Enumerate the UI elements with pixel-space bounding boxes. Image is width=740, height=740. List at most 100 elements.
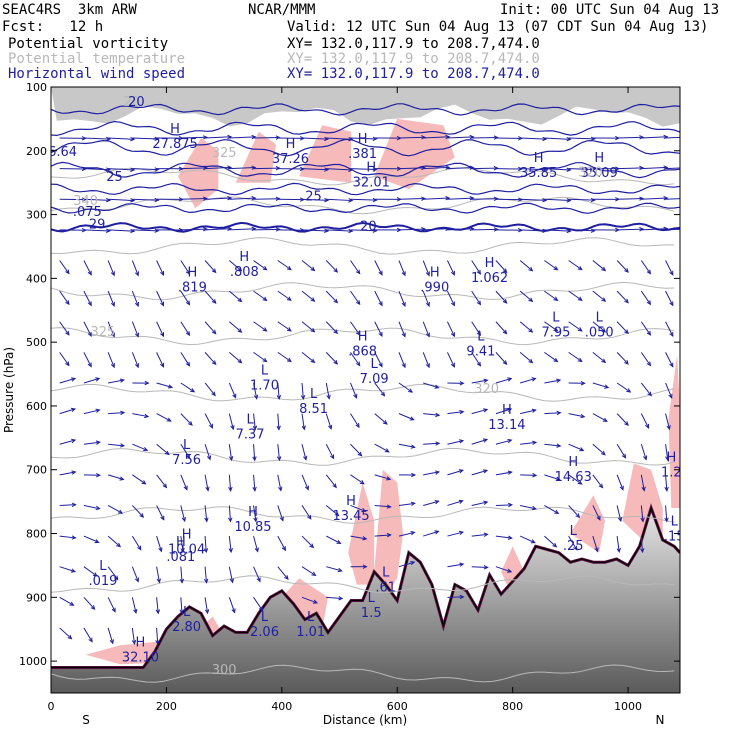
wind-vector-head <box>476 300 482 306</box>
pv-region <box>299 125 352 183</box>
wind-vector-head <box>71 470 77 475</box>
wind-vector-shaft <box>228 597 236 613</box>
wind-vector <box>107 352 115 369</box>
wind-vector-shaft <box>374 321 383 337</box>
wind-vector-head <box>113 575 119 581</box>
wind-vector-head <box>160 301 164 307</box>
wind-vector-head <box>531 408 537 413</box>
wind-vector-head <box>410 444 416 449</box>
wind-vector-head <box>180 547 185 554</box>
wind-vector <box>83 566 98 577</box>
wind-vector-head <box>669 270 674 276</box>
wind-vector <box>423 226 451 231</box>
wind-vector-head <box>624 298 629 304</box>
wind-vector-head <box>330 454 335 460</box>
wind-vector-shaft <box>180 167 207 170</box>
wind-vector <box>592 135 621 141</box>
wind-vector-head <box>378 270 383 276</box>
wind-vector-shaft <box>471 439 488 445</box>
wind-vector <box>495 352 508 366</box>
wind-vector-shaft <box>471 228 498 231</box>
wind-vector-shaft <box>156 566 160 583</box>
wind-vector <box>108 167 136 172</box>
wind-vector-shaft <box>253 505 257 522</box>
wind-vector-shaft <box>59 408 76 415</box>
wind-vector <box>640 382 652 397</box>
wind-vector <box>616 352 629 365</box>
north-label: N <box>656 713 665 727</box>
theta-contour <box>51 281 675 301</box>
wind-vector <box>277 197 305 202</box>
wind-vector-head <box>348 198 354 203</box>
wind-vector <box>107 627 114 645</box>
pv-region <box>374 469 403 598</box>
wind-vector-head <box>332 483 337 489</box>
wind-vector-head <box>553 327 559 332</box>
extremum-value: 1.2 <box>661 466 682 481</box>
wind-vector-head <box>434 384 440 389</box>
wind-vector-shaft <box>325 321 338 334</box>
wind-vector-shaft <box>59 439 76 445</box>
wind-vector-shaft <box>520 168 547 171</box>
wind-vector-shaft <box>83 627 93 642</box>
wind-vector <box>519 290 534 303</box>
wind-vector <box>447 469 464 476</box>
wind-vector-head <box>185 453 191 459</box>
wind-vector-head <box>619 485 624 491</box>
wind-vector <box>520 167 548 172</box>
wind-vector-shaft <box>131 535 142 550</box>
wind-vector-shaft <box>59 378 76 384</box>
wind-vector-shaft <box>447 531 464 537</box>
wind-vector <box>592 413 608 422</box>
wind-vector <box>83 535 100 544</box>
wind-vector <box>277 535 286 552</box>
wind-vector <box>350 321 361 336</box>
wind-vector <box>422 352 430 369</box>
wind-vector <box>252 444 257 462</box>
wind-vector <box>229 165 257 170</box>
wind-vector-shaft <box>665 198 680 200</box>
wind-vector-shaft <box>205 228 232 231</box>
wind-vector-shaft <box>495 471 512 476</box>
wind-vector-shaft <box>180 536 184 552</box>
wind-vector-shaft <box>350 504 366 512</box>
wind-vector <box>326 566 343 573</box>
wind-vector-head <box>469 196 475 201</box>
extremum-value: 7.56 <box>172 453 201 468</box>
wind-vector-shaft <box>83 168 110 171</box>
wind-vector-shaft <box>398 531 415 537</box>
wind-vector-head <box>106 136 112 142</box>
wind-vector-head <box>483 378 489 383</box>
wind-vector-shaft <box>83 409 100 415</box>
wind-vector <box>205 134 233 140</box>
wind-vector-shaft <box>253 260 267 271</box>
wind-vector <box>568 167 596 172</box>
wind-vector-head <box>304 485 309 491</box>
south-label: S <box>82 713 90 727</box>
wind-vector-head <box>133 608 138 615</box>
wind-vector-shaft <box>495 321 508 334</box>
wind-vector-shaft <box>326 566 342 572</box>
wind-vector <box>495 502 514 508</box>
wind-vector <box>253 382 259 400</box>
wind-vector-shaft <box>640 352 651 366</box>
wind-vector-shaft <box>107 474 124 480</box>
wind-vector-head <box>251 165 257 170</box>
extremum-marker: L <box>307 610 315 625</box>
wind-vector <box>640 505 645 523</box>
wind-vector-shaft <box>132 137 159 140</box>
wind-vector-shaft <box>108 412 125 415</box>
wind-vector-head <box>476 269 482 275</box>
wind-vector <box>204 352 217 366</box>
wind-vector-head <box>355 361 361 367</box>
wind-vector-shaft <box>447 228 474 231</box>
wind-vector <box>277 260 292 271</box>
wind-vector <box>83 408 101 415</box>
wind-vector-shaft <box>446 290 455 306</box>
wind-vector-shaft <box>374 413 388 425</box>
wind-vector <box>326 198 354 203</box>
wind-vector-shaft <box>544 168 571 171</box>
wind-vector-head <box>378 331 383 338</box>
wind-vector <box>107 474 125 481</box>
wind-vector-shaft <box>180 413 193 426</box>
